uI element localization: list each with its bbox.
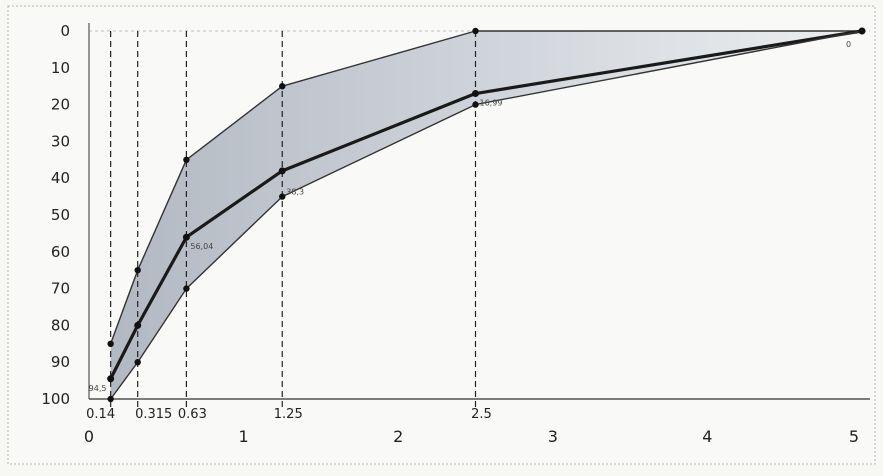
point-main-3 bbox=[278, 167, 286, 175]
point-envelope-upper-4 bbox=[472, 27, 479, 35]
x-tick-label-bottom: 1 bbox=[239, 427, 249, 446]
data-label: 56,04 bbox=[190, 242, 213, 251]
data-labels: 94,5 56,04 38,3 16,99 0 bbox=[89, 40, 851, 393]
series-line-envelope-upper bbox=[109, 30, 862, 345]
y-tick-label: 90 bbox=[51, 353, 70, 371]
point-envelope-lower-1 bbox=[134, 359, 141, 366]
point-envelope-lower-2 bbox=[183, 285, 190, 292]
y-tick-label: 60 bbox=[51, 243, 70, 261]
y-tick-label: 20 bbox=[51, 96, 70, 114]
envelope-band bbox=[110, 31, 863, 399]
envelope-band-fill bbox=[110, 31, 863, 399]
y-tick-label: 50 bbox=[51, 206, 70, 224]
point-envelope-lower-4 bbox=[472, 101, 479, 108]
y-tick-label: 40 bbox=[51, 169, 70, 187]
y-tick-label: 70 bbox=[51, 280, 70, 298]
point-main-0 bbox=[107, 375, 115, 383]
point-envelope-upper-1 bbox=[134, 267, 141, 274]
point-main-4 bbox=[472, 90, 479, 98]
point-envelope-lower-5 bbox=[858, 27, 866, 35]
data-label: 16,99 bbox=[480, 99, 503, 108]
x-tick-label-bottom: 3 bbox=[548, 427, 558, 446]
y-tick-label: 0 bbox=[60, 22, 70, 40]
x-tick-label-top: 2.5 bbox=[471, 407, 492, 422]
y-tick-label: 10 bbox=[51, 59, 70, 77]
x-tick-label-top: 0.315 bbox=[135, 407, 172, 422]
x-tick-label-bottom: 0 bbox=[84, 427, 94, 446]
x-tick-label-top: 0.14 bbox=[86, 407, 115, 422]
point-main-1 bbox=[134, 321, 142, 329]
x-tick-label-bottom: 2 bbox=[393, 427, 403, 446]
y-tick-labels: 0 10 20 30 40 50 60 70 80 90 100 bbox=[41, 22, 70, 408]
data-label: 94,5 bbox=[89, 384, 107, 393]
data-label: 0 bbox=[846, 40, 851, 49]
point-envelope-upper-0 bbox=[107, 340, 114, 347]
x-tick-label-bottom: 4 bbox=[702, 427, 712, 446]
series-line-main bbox=[109, 29, 863, 380]
series-points bbox=[107, 27, 866, 403]
point-envelope-upper-3 bbox=[279, 83, 286, 90]
x-tick-label-top: 1.25 bbox=[274, 407, 303, 422]
series-line-envelope-lower bbox=[110, 30, 863, 400]
series-lines bbox=[109, 29, 863, 400]
data-label: 38,3 bbox=[286, 188, 304, 197]
x-tick-labels: 0.14 0.315 0.63 1.25 2.5 0 1 2 3 4 5 bbox=[84, 407, 859, 446]
point-envelope-upper-2 bbox=[183, 156, 190, 163]
point-envelope-lower-3 bbox=[279, 193, 286, 200]
point-main-2 bbox=[182, 233, 190, 241]
point-envelope-lower-0 bbox=[107, 395, 114, 403]
y-tick-label: 80 bbox=[51, 316, 70, 334]
x-tick-label-bottom: 5 bbox=[849, 427, 859, 446]
y-tick-label: 30 bbox=[51, 132, 70, 150]
y-tick-label: 100 bbox=[41, 390, 70, 408]
x-tick-label-top: 0.63 bbox=[178, 407, 207, 422]
